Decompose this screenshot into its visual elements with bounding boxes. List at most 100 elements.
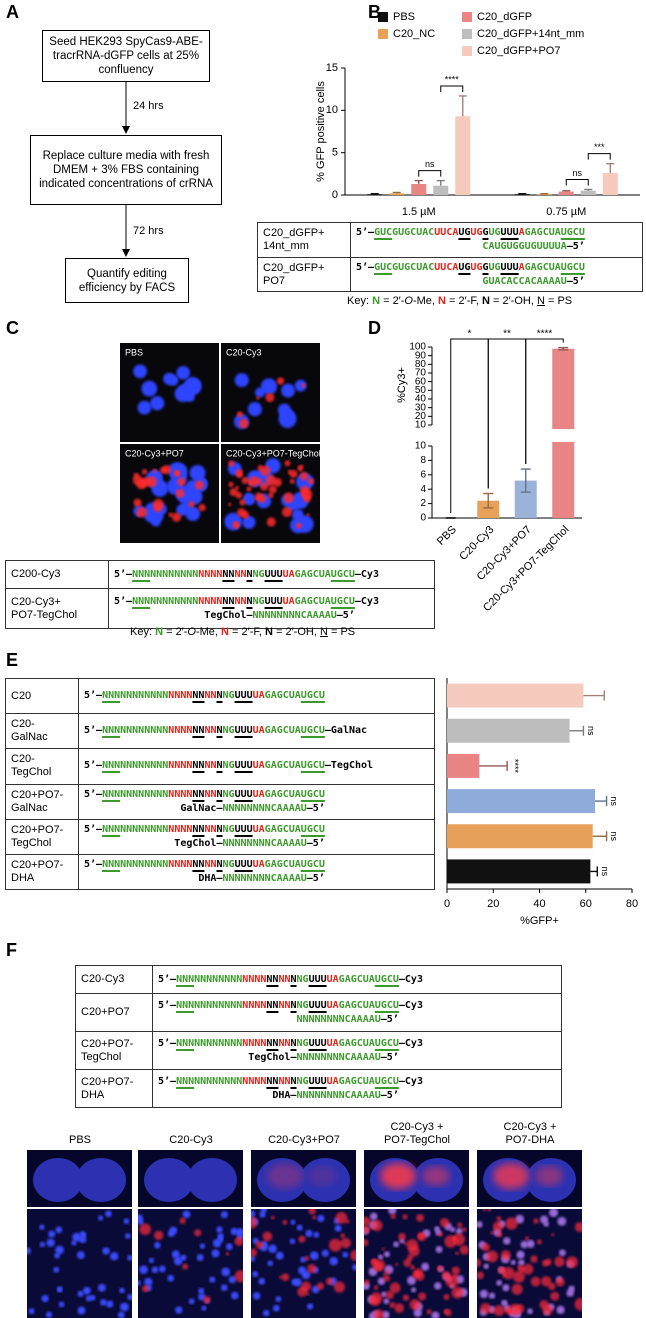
sequence-run: –Cy3 xyxy=(398,1037,423,1049)
key-run: = PS xyxy=(327,626,356,638)
nucleus xyxy=(189,464,206,481)
nucleus xyxy=(150,516,161,527)
legend-swatch xyxy=(462,29,472,39)
table-row: C20+PO7 5’–NNNNNNNNNNNNNNNNNNNNNGUUUUAGAG… xyxy=(75,993,562,1032)
x-tick-label: 1.5 µM xyxy=(402,206,436,218)
significance-label: ns xyxy=(609,796,619,806)
key-run: N xyxy=(319,626,328,638)
nucleus xyxy=(110,1252,119,1261)
cy3-signal xyxy=(255,1240,264,1249)
cy3-signal xyxy=(482,1209,486,1212)
bar xyxy=(367,194,383,195)
sequence-run: UG xyxy=(458,227,471,238)
sequence-run: UA xyxy=(326,999,339,1011)
table-row: C20+PO7- GalNac 5’–NNNNNNNNNNNNNNNNNNNNNG… xyxy=(5,783,435,820)
cy3-signal xyxy=(133,498,142,507)
bar xyxy=(389,193,405,195)
key-run: = 2′- xyxy=(380,295,405,307)
cy3-signal xyxy=(406,1254,414,1262)
cy3-signal xyxy=(340,1237,351,1249)
micrograph xyxy=(120,343,219,442)
cy3-signal xyxy=(574,1221,582,1233)
sequence-run: UUU xyxy=(308,1075,327,1087)
cy3-signal xyxy=(403,1259,412,1268)
table-row: C20_dGFP+ PO7 5’–GUCGUGCUACUUCAUGUGGUGUUU… xyxy=(257,257,643,292)
nucleus xyxy=(39,1224,45,1230)
sequence-run: NNN xyxy=(102,859,121,871)
sequence-line: 5’–NNNNNNNNNNNNNNNNNNNNNGUUUUAGAGCUAUGCU… xyxy=(158,973,556,987)
nucleus xyxy=(310,1251,319,1260)
micrograph-label: C20-Cy3+PO7 xyxy=(268,1134,340,1146)
bar xyxy=(558,191,574,195)
cy3-signal xyxy=(540,1276,552,1287)
cy3-signal xyxy=(533,1218,539,1224)
cy3-signal xyxy=(262,1231,273,1242)
sequence-run: NN xyxy=(192,760,205,772)
nucleus xyxy=(294,379,307,392)
cy3-signal xyxy=(453,1273,458,1279)
nucleus xyxy=(243,493,256,506)
cy3-signal xyxy=(486,1250,499,1263)
micrograph xyxy=(364,1209,469,1318)
nucleus xyxy=(228,1276,237,1284)
sequence-run: NNNNNNNN xyxy=(194,1075,243,1087)
sequence-run: NNNNNNNN xyxy=(194,973,243,985)
sequence-table: C20_dGFP+ 14nt_mm 5’–GUCGUGCUACUUCAUGUGGU… xyxy=(257,222,643,292)
cy3-signal xyxy=(481,1243,490,1252)
cy3-signal xyxy=(545,1258,552,1266)
y-tick-label: 4 xyxy=(420,484,426,495)
cy3-signal xyxy=(373,1309,384,1318)
nucleus xyxy=(291,509,304,521)
nucleus xyxy=(502,1284,510,1292)
cy3-signal xyxy=(381,1247,385,1251)
key-run: -Me, xyxy=(412,295,439,307)
key-run: N xyxy=(536,295,545,307)
nucleus xyxy=(307,1303,314,1310)
nucleus xyxy=(148,1257,155,1264)
sequence-run: GUC xyxy=(374,261,393,273)
nucleus xyxy=(520,1240,529,1249)
sequence-run: UA xyxy=(252,725,265,737)
y-tick-label: 50 xyxy=(415,385,427,396)
cy3-signal xyxy=(457,1222,463,1228)
nucleus xyxy=(150,396,165,411)
sequence-run: 5’– xyxy=(158,1075,177,1087)
nucleus xyxy=(272,1304,280,1312)
sequence-run: N xyxy=(290,1037,297,1049)
brain-section xyxy=(477,1150,582,1207)
row-label-cell: C20+PO7- DHA xyxy=(5,853,79,891)
sequence-run: UUU xyxy=(500,261,519,273)
sequence-run: UGCU xyxy=(330,568,355,580)
hemisphere xyxy=(76,1158,126,1202)
sequence-run: NNNNNNNN xyxy=(120,859,169,871)
hemisphere xyxy=(144,1158,194,1202)
nucleus xyxy=(410,1287,417,1293)
nucleus xyxy=(139,1265,148,1275)
sequence-run: NNNN xyxy=(168,788,193,800)
nucleus xyxy=(28,1308,35,1315)
sequence-run: UG xyxy=(470,227,483,238)
sequence-run: UUU xyxy=(264,568,283,580)
sequence-run: N xyxy=(216,760,223,772)
significance-label: * xyxy=(468,329,472,340)
sequence-run: NNNN xyxy=(242,973,267,985)
cy3-signal xyxy=(554,1256,565,1267)
nucleus xyxy=(278,410,297,429)
row-label: C20+PO7- DHA xyxy=(11,859,64,885)
nucleus xyxy=(173,1256,183,1266)
sequence-cell: 5’–NNNNNNNNNNNNNNNNNNNNNGUUUUAGAGCUAUGCU… xyxy=(78,818,435,855)
table-row: C20 5’–NNNNNNNNNNNNNNNNNNNNNGUUUUAGAGCUAU… xyxy=(5,677,435,715)
cy3-signal xyxy=(241,476,249,485)
nucleus xyxy=(199,1243,206,1249)
nucleus xyxy=(185,506,201,522)
cy3-signal xyxy=(422,1166,450,1186)
sequence-run: NNNNNNNNCAAAAU xyxy=(222,802,307,814)
sequence-line: DHA–NNNNNNNNCAAAAU–5’ xyxy=(84,872,429,886)
nucleus xyxy=(252,1271,259,1278)
nucleus xyxy=(167,375,179,386)
micrograph xyxy=(120,444,219,543)
sequence-line: 5’–NNNNNNNNNNNNNNNNNNNNNGUUUUAGAGCUAUGCU… xyxy=(158,999,556,1013)
sequence-line: DHA–NNNNNNNNCAAAAU–5’ xyxy=(158,1089,556,1103)
sequence-run: NG xyxy=(252,568,265,580)
sequence-run: 5’– xyxy=(84,859,103,871)
